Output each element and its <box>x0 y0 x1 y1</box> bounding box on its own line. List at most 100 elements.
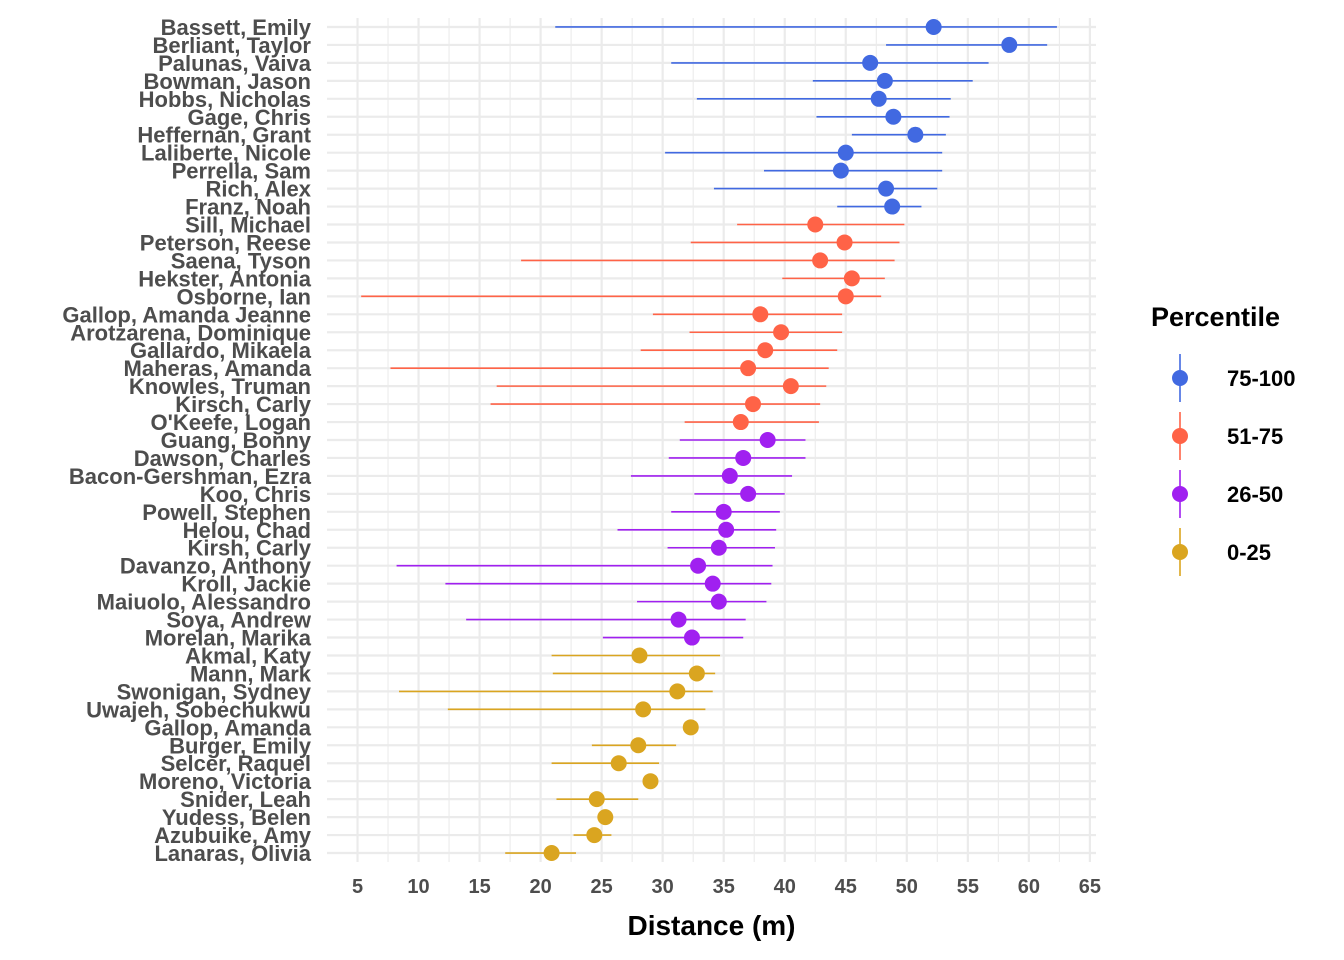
y-axis-label: Moreno, Victoria <box>139 769 312 794</box>
x-tick-label: 5 <box>352 876 363 898</box>
data-point <box>642 773 659 790</box>
x-tick-label: 10 <box>407 876 429 898</box>
y-axis-label: Davanzo, Anthony <box>120 554 312 579</box>
y-axis-label: Azubuike, Amy <box>154 823 312 848</box>
data-point <box>782 378 799 395</box>
legend-key-point <box>1172 428 1188 444</box>
data-point <box>773 324 790 341</box>
y-axis-label: Palunas, Vaiva <box>158 51 312 76</box>
data-point <box>715 503 732 520</box>
legend-key-point <box>1172 370 1188 386</box>
y-axis-label: Maiuolo, Alessandro <box>97 590 311 615</box>
data-point <box>870 90 887 107</box>
legend-label: 0-25 <box>1227 540 1271 565</box>
y-axis-label: Burger, Emily <box>169 733 312 758</box>
data-point <box>757 342 774 359</box>
data-point <box>630 737 647 754</box>
data-point <box>745 396 762 413</box>
data-point <box>610 755 627 772</box>
data-point <box>925 18 942 35</box>
legend-key-point <box>1172 486 1188 502</box>
y-axis-label: Swonigan, Sydney <box>117 679 312 704</box>
legend-label: 51-75 <box>1227 424 1283 449</box>
data-point <box>670 611 687 628</box>
data-point <box>586 827 603 844</box>
y-axis-label: Koo, Chris <box>200 482 311 507</box>
y-axis-label: Heffernan, Grant <box>137 123 311 148</box>
data-point <box>690 557 707 574</box>
data-point <box>752 306 769 323</box>
data-point <box>710 539 727 556</box>
x-tick-label: 25 <box>591 876 613 898</box>
y-axis-label: Powell, Stephen <box>142 500 311 525</box>
data-point <box>740 485 757 502</box>
y-axis-label: Gallardo, Mikaela <box>130 338 312 363</box>
data-point <box>710 593 727 610</box>
data-point <box>688 665 705 682</box>
y-axis-label: Maheras, Amanda <box>124 356 312 381</box>
y-axis-label: Sill, Michael <box>185 213 311 238</box>
y-axis-label: Arotzarena, Dominique <box>70 320 311 345</box>
data-point <box>862 54 879 71</box>
data-point <box>635 701 652 718</box>
y-axis-label: Knowles, Truman <box>129 374 311 399</box>
y-axis-label: Gallop, Amanda <box>144 715 311 740</box>
data-point <box>732 414 749 431</box>
y-axis-label: Bacon-Gershman, Ezra <box>69 464 312 489</box>
y-axis-label: Franz, Noah <box>185 195 311 220</box>
y-axis-label: Gallop, Amanda Jeanne <box>62 302 311 327</box>
data-points <box>543 18 1018 862</box>
y-axis-label: Berliant, Taylor <box>152 33 311 58</box>
x-tick-label: 20 <box>529 876 551 898</box>
data-point <box>740 360 757 377</box>
y-axis-label: Kirsh, Carly <box>188 536 312 561</box>
y-axis-label: Guang, Bonny <box>161 428 312 453</box>
data-point <box>718 521 735 538</box>
data-point <box>878 180 895 197</box>
y-axis-label: Selcer, Raquel <box>161 751 311 776</box>
y-axis-label: Bassett, Emily <box>161 15 312 40</box>
y-axis-label: Kroll, Jackie <box>181 572 311 597</box>
y-axis-label: Bowman, Jason <box>144 69 311 94</box>
x-tick-label: 65 <box>1079 876 1101 898</box>
data-point <box>597 809 614 826</box>
x-tick-label: 55 <box>957 876 979 898</box>
data-point <box>543 845 560 862</box>
y-axis-label: O'Keefe, Logan <box>151 410 311 435</box>
legend-key-point <box>1172 544 1188 560</box>
x-tick-label: 15 <box>468 876 490 898</box>
y-axis-label: Helou, Chad <box>183 518 311 543</box>
data-point <box>807 216 824 233</box>
y-axis-label: Perrella, Sam <box>172 159 311 184</box>
y-axis-label: Lanaras, Olivia <box>154 841 311 866</box>
y-axis-label: Dawson, Charles <box>134 446 311 471</box>
x-tick-label: 35 <box>713 876 735 898</box>
y-axis-label: Yudess, Belen <box>162 805 311 830</box>
y-axis-label: Snider, Leah <box>180 787 311 812</box>
data-point <box>759 432 776 448</box>
y-axis-label: Kirsch, Carly <box>175 392 311 417</box>
x-tick-label: 40 <box>774 876 796 898</box>
y-axis-label: Morelan, Marika <box>145 626 312 651</box>
data-point <box>832 162 849 179</box>
y-axis-label: Uwajeh, Sobechukwu <box>86 697 311 722</box>
x-tick-label: 30 <box>652 876 674 898</box>
data-point <box>588 791 605 808</box>
y-axis-label: Akmal, Katy <box>185 643 312 668</box>
y-axis-label: Laliberte, Nicole <box>141 141 311 166</box>
data-point <box>631 647 648 664</box>
data-point <box>837 288 854 305</box>
x-tick-label: 50 <box>896 876 918 898</box>
y-axis-label: Osborne, Ian <box>177 284 311 309</box>
legend-label: 26-50 <box>1227 482 1283 507</box>
data-point <box>1001 36 1018 53</box>
legend: Percentile 75-100 51-75 26-50 0-25 <box>1151 302 1296 576</box>
data-point <box>837 144 854 161</box>
x-axis-ticks: 5 10 15 20 25 30 35 40 45 50 55 60 65 <box>352 876 1101 898</box>
data-point <box>704 575 721 592</box>
legend-title: Percentile <box>1151 302 1280 332</box>
data-point <box>884 198 901 215</box>
x-axis-title: Distance (m) <box>627 910 795 941</box>
